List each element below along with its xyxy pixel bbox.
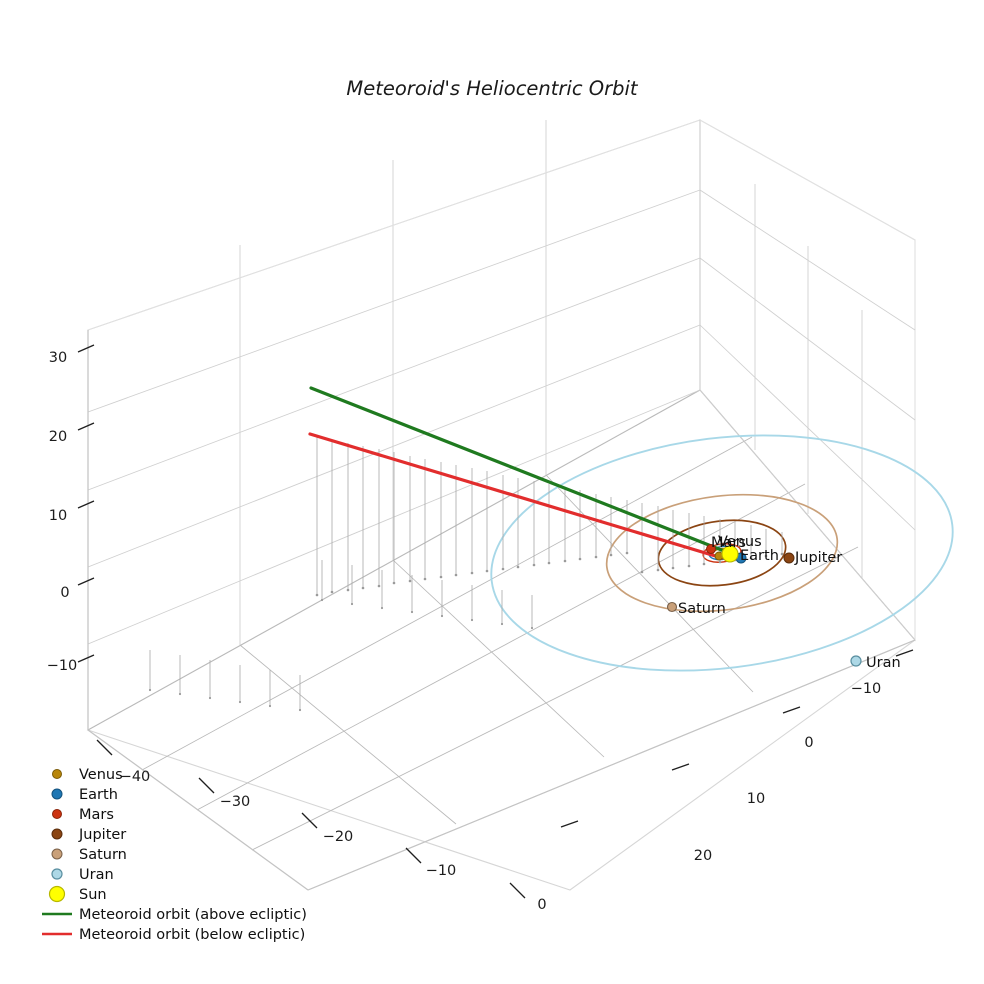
legend-label-saturn[interactable]: Saturn [79,847,127,863]
orbit-mars [702,543,742,563]
legend[interactable]: Venus Earth Mars Jupiter Saturn Uran Sun… [42,767,307,943]
legend-marker-sun [48,885,66,903]
x-axis-spine [87,729,309,891]
legend-label-below-ecliptic[interactable]: Meteoroid orbit (below ecliptic) [79,927,305,943]
legend-marker-mars [52,809,62,819]
right-wall-grid-horizontal [699,119,916,641]
meteoroid-stem-lines [148,436,784,712]
legend-label-sun[interactable]: Sun [79,887,107,903]
tick-labels-z: 30 20 10 0 −10 [47,350,78,674]
label-jupiter: Jupiter [794,550,842,566]
x-tick-label: −40 [120,769,151,785]
right-wall-grid-vertical [699,120,916,640]
orbit-jupiter [657,519,787,587]
pane-left-wall [87,119,701,731]
x-tick-label: −10 [426,863,457,879]
legend-marker-venus [52,769,62,779]
meteoroid-tracks[interactable] [308,386,726,560]
z-tick-label: 0 [60,585,69,601]
orbit-uran [490,434,954,672]
legend-marker-uran [51,868,63,880]
marker-jupiter[interactable] [783,552,795,564]
x-tick-label: 0 [537,897,546,913]
y-axis-spine [307,639,916,891]
label-uran: Uran [866,655,901,671]
y-tick-label: 10 [747,791,765,807]
x-tick-label: −30 [220,794,251,810]
page-title: Meteoroid's Heliocentric Orbit [346,77,639,100]
floor-grid-x [87,389,916,891]
label-venus: Venus [718,534,762,550]
z-tick-label: 20 [49,429,67,445]
legend-marker-saturn [51,848,63,860]
y-tick-label: 0 [804,735,813,751]
label-earth: Earth [740,548,779,564]
tick-labels-y: −10 0 10 20 [694,681,882,864]
legend-label-venus[interactable]: Venus [79,767,123,783]
axes3d-panes [86,119,916,891]
legend-label-mars[interactable]: Mars [79,807,114,823]
legend-marker-jupiter [51,828,63,840]
y-tick-label: 20 [694,848,712,864]
marker-sun[interactable] [721,545,739,563]
marker-saturn[interactable] [666,601,678,613]
legend-label-above-ecliptic[interactable]: Meteoroid orbit (above ecliptic) [79,907,307,923]
legend-label-uran[interactable]: Uran [79,867,114,883]
z-tick-label: −10 [47,658,78,674]
planet-labels: Mars Venus Earth Jupiter Saturn Uran [678,534,901,671]
y-tick-label: −10 [851,681,882,697]
meteoroid-track-below-ecliptic[interactable] [308,432,724,560]
planet-markers[interactable] [666,544,862,667]
legend-marker-earth [51,788,63,800]
pane-floor [86,389,916,891]
tick-marks [77,344,914,899]
z-tick-label: 30 [49,350,67,366]
orbit-saturn [605,493,839,613]
z-tick-label: 10 [49,508,67,524]
legend-label-jupiter[interactable]: Jupiter [78,827,126,843]
marker-mars[interactable] [706,544,716,554]
label-saturn: Saturn [678,601,726,617]
left-wall-grid-vertical [87,120,701,730]
marker-uran[interactable] [850,655,862,667]
floor-grid-y [87,389,916,891]
x-tick-label: −20 [323,829,354,845]
meteoroid-track-above-ecliptic[interactable] [309,386,726,553]
label-mars: Mars [711,535,746,551]
legend-label-earth[interactable]: Earth [79,787,118,803]
tick-labels-x: −40 −30 −20 −10 0 [120,769,547,913]
